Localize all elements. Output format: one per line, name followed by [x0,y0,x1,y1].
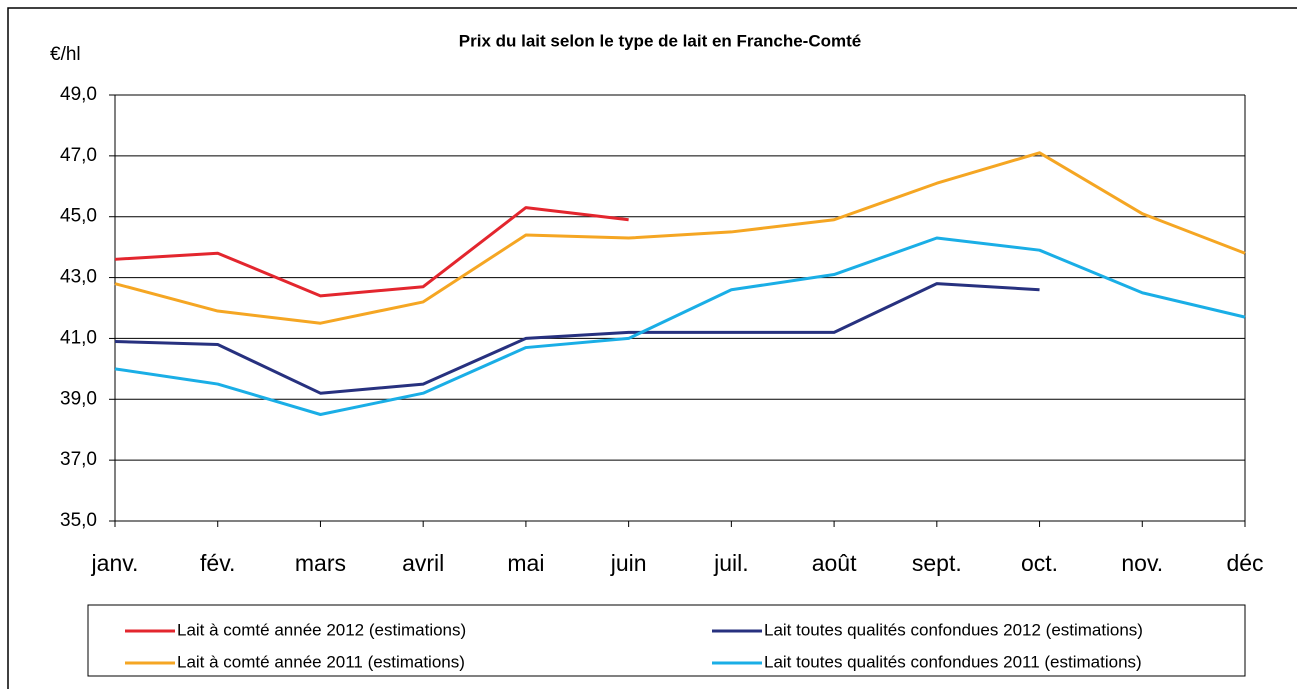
x-tick-label: sept. [912,550,962,576]
y-tick-label: 43,0 [60,267,97,288]
legend-box [87,604,1246,677]
legend-label: Lait toutes qualités confondues 2011 (es… [764,652,1142,671]
y-tick-label: 45,0 [60,206,97,227]
y-tick-label: 47,0 [60,145,97,166]
legend-label: Lait toutes qualités confondues 2012 (es… [764,620,1143,639]
series-line [114,151,1246,325]
x-tick-label: août [812,550,857,576]
chart-title: Prix du lait selon le type de lait en Fr… [459,31,861,50]
y-tick-label: 39,0 [60,388,97,409]
x-tick-label: juin [610,550,647,576]
x-tick-label: oct. [1021,550,1058,576]
x-tick-label: avril [402,550,444,576]
chart-border [7,7,1297,689]
y-tick-label: 41,0 [60,327,97,348]
x-tick-label: nov. [1121,550,1163,576]
x-tick-label: mai [507,550,544,576]
x-tick-label: fév. [200,550,235,576]
legend-label: Lait à comté année 2011 (estimations) [177,652,465,671]
y-tick-label: 35,0 [60,510,97,531]
series-line [114,206,629,298]
series-line [114,236,1246,416]
y-axis-label: €/hl [50,44,81,65]
x-tick-label: juil. [713,550,749,576]
legend-label: Lait à comté année 2012 (estimations) [177,620,466,639]
y-tick-label: 49,0 [60,84,97,105]
series-line [114,282,1040,395]
x-tick-label: janv. [91,550,139,576]
x-tick-label: mars [295,550,346,576]
x-tick-label: déc [1226,550,1263,576]
y-tick-label: 37,0 [60,449,97,470]
